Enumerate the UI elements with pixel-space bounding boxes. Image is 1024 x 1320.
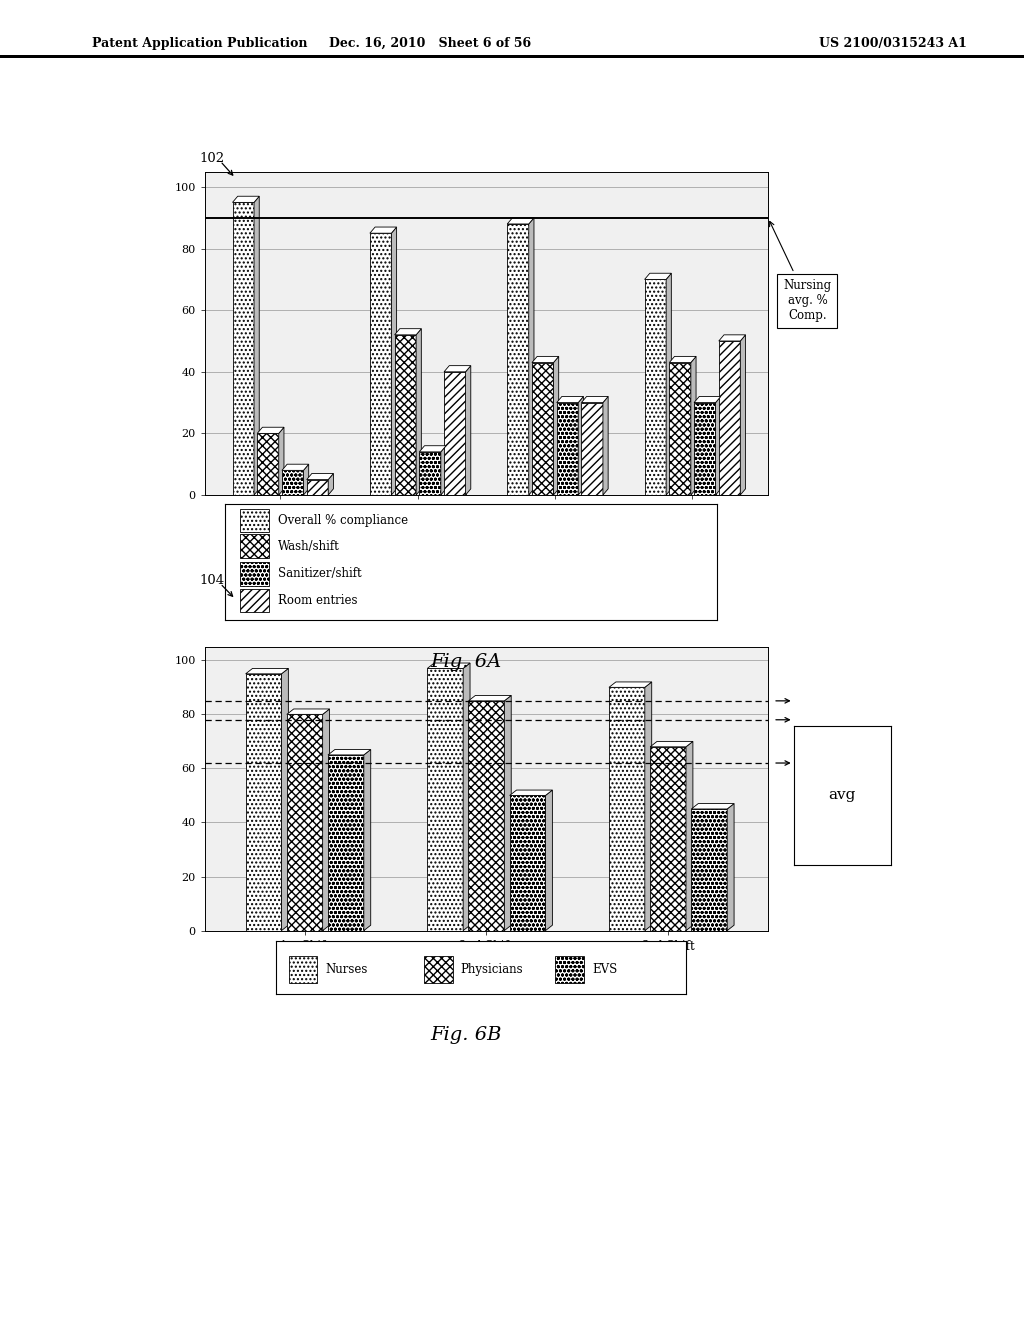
Polygon shape [510, 791, 552, 796]
Polygon shape [719, 335, 745, 341]
Polygon shape [694, 396, 721, 403]
Polygon shape [427, 663, 470, 668]
Polygon shape [579, 396, 584, 495]
Polygon shape [609, 682, 651, 688]
Text: Fig. 6B: Fig. 6B [430, 1026, 502, 1044]
Polygon shape [328, 750, 371, 755]
Polygon shape [504, 696, 511, 931]
Polygon shape [391, 227, 396, 495]
Polygon shape [254, 197, 259, 495]
Bar [510, 796, 546, 931]
Polygon shape [323, 709, 330, 931]
Polygon shape [691, 356, 696, 495]
Polygon shape [287, 709, 330, 714]
Bar [469, 701, 504, 931]
Polygon shape [257, 428, 284, 433]
Polygon shape [466, 366, 471, 495]
Polygon shape [444, 366, 471, 372]
Bar [650, 747, 686, 931]
Bar [424, 956, 453, 983]
Text: Patent Application Publication: Patent Application Publication [92, 37, 307, 50]
Bar [328, 755, 364, 931]
Bar [419, 451, 441, 495]
Polygon shape [740, 335, 745, 495]
Bar [444, 372, 466, 495]
Bar [240, 510, 268, 532]
Bar [394, 335, 416, 495]
Bar [240, 562, 268, 586]
Polygon shape [650, 742, 693, 747]
Bar [287, 714, 323, 931]
Text: Nursing
avg. %
Comp.: Nursing avg. % Comp. [770, 222, 831, 322]
Bar [644, 280, 667, 495]
Text: Nurses: Nurses [326, 964, 368, 977]
Polygon shape [441, 446, 446, 495]
Text: EVS: EVS [592, 964, 617, 977]
Polygon shape [603, 396, 608, 495]
Text: Dec. 16, 2010   Sheet 6 of 56: Dec. 16, 2010 Sheet 6 of 56 [329, 37, 531, 50]
Polygon shape [370, 227, 396, 234]
Bar [289, 956, 317, 983]
Text: Physicians: Physicians [461, 964, 523, 977]
Polygon shape [469, 696, 511, 701]
Polygon shape [507, 218, 534, 224]
Bar [507, 224, 528, 495]
Polygon shape [279, 428, 284, 495]
Bar [609, 688, 645, 931]
Bar [531, 363, 554, 495]
Polygon shape [582, 396, 608, 403]
Polygon shape [463, 663, 470, 931]
Polygon shape [691, 804, 734, 809]
Polygon shape [531, 356, 559, 363]
Bar [246, 673, 282, 931]
Polygon shape [306, 474, 334, 479]
Bar [257, 433, 279, 495]
Bar [427, 668, 463, 931]
Text: Sanitizer/shift: Sanitizer/shift [279, 568, 362, 581]
Text: 104: 104 [200, 574, 225, 587]
Bar [240, 589, 268, 612]
Text: 102: 102 [200, 152, 225, 165]
Text: avg: avg [828, 788, 856, 803]
Polygon shape [303, 465, 308, 495]
Polygon shape [364, 750, 371, 931]
Polygon shape [416, 329, 421, 495]
Polygon shape [232, 197, 259, 202]
Bar [370, 234, 391, 495]
Bar [306, 479, 329, 495]
Bar [691, 809, 727, 931]
Bar [694, 403, 716, 495]
Bar [557, 403, 579, 495]
Polygon shape [419, 446, 446, 451]
Polygon shape [282, 465, 308, 470]
Bar [232, 202, 254, 495]
Polygon shape [727, 804, 734, 931]
Text: US 2100/0315243 A1: US 2100/0315243 A1 [819, 37, 967, 50]
Polygon shape [645, 682, 651, 931]
Bar [719, 341, 740, 495]
Polygon shape [644, 273, 672, 280]
Polygon shape [670, 356, 696, 363]
Polygon shape [554, 356, 559, 495]
Polygon shape [667, 273, 672, 495]
Bar [555, 956, 584, 983]
Text: Room entries: Room entries [279, 594, 357, 607]
Polygon shape [528, 218, 534, 495]
Text: Fig. 6A: Fig. 6A [430, 652, 502, 671]
Text: Overall % compliance: Overall % compliance [279, 513, 409, 527]
Text: Wash/shift: Wash/shift [279, 540, 340, 553]
Polygon shape [557, 396, 584, 403]
Polygon shape [546, 791, 552, 931]
Bar [670, 363, 691, 495]
Polygon shape [282, 668, 289, 931]
Polygon shape [394, 329, 421, 335]
Bar [240, 535, 268, 557]
Polygon shape [246, 668, 289, 673]
Bar [582, 403, 603, 495]
Polygon shape [686, 742, 693, 931]
Polygon shape [329, 474, 334, 495]
Polygon shape [716, 396, 721, 495]
Bar [282, 470, 303, 495]
